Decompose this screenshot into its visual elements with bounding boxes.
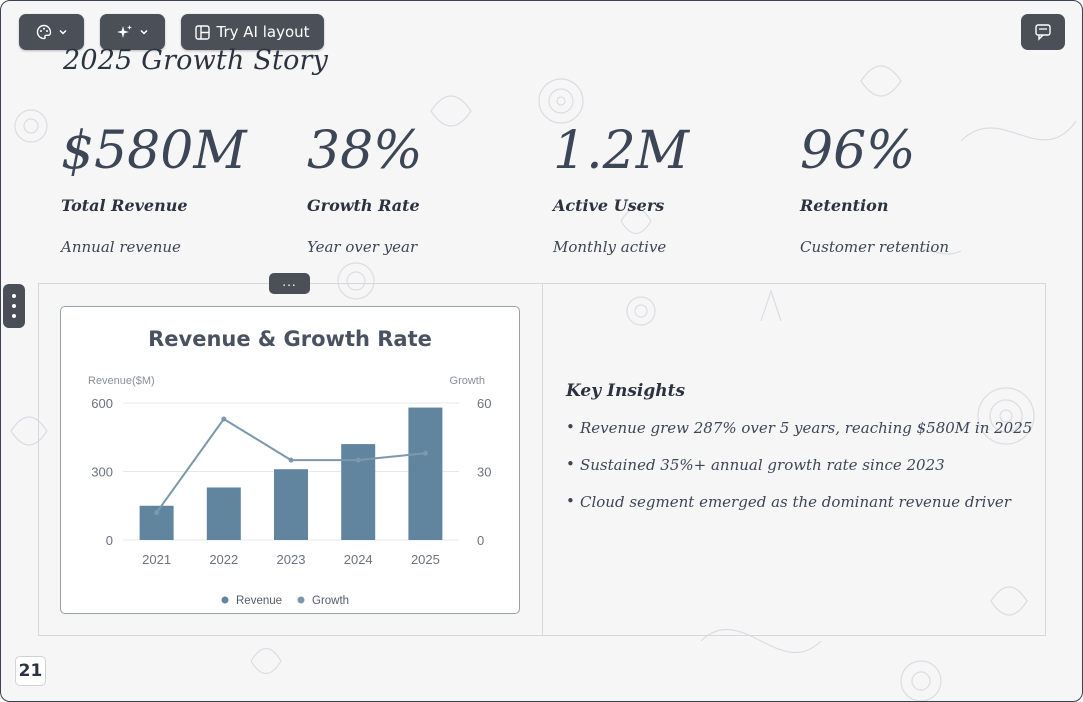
insight-item: Cloud segment emerged as the dominant re… — [566, 492, 1036, 511]
stat-active-users[interactable]: 1.2M Active Users Monthly active — [553, 111, 773, 256]
bar-revenue-2022 — [206, 487, 241, 540]
stat-label: Active Users — [553, 196, 665, 215]
comment-icon — [1035, 24, 1051, 41]
column-divider[interactable] — [542, 283, 543, 636]
palette-icon — [36, 24, 51, 40]
revenue-growth-chart: 0 300 600 0 30 60 Revenue($M) Growth 2021 2022 202… — [88, 375, 491, 607]
insight-item: Revenue grew 287% over 5 years, reaching… — [566, 418, 1036, 437]
stat-label: Growth Rate — [307, 196, 420, 215]
y-axis-label-right: Growth — [450, 375, 485, 387]
slide-title[interactable]: 2025 Growth Story — [63, 45, 329, 76]
y-tick-left: 300 — [91, 465, 113, 480]
y-axis-label-left: Revenue($M) — [88, 375, 155, 387]
stat-label: Retention — [800, 196, 889, 215]
y-tick-right: 60 — [477, 396, 491, 411]
stat-label: Total Revenue — [61, 196, 188, 215]
theme-menu-button[interactable] — [19, 14, 84, 50]
point-growth-2023 — [288, 457, 294, 463]
legend-label-growth: Growth — [312, 595, 349, 607]
insights-list: Revenue grew 287% over 5 years, reaching… — [566, 418, 1036, 511]
insights-heading: Key Insights — [566, 381, 686, 401]
try-ai-layout-button[interactable]: Try AI layout — [181, 14, 324, 50]
stat-retention[interactable]: 96% Retention Customer retention — [800, 111, 1020, 256]
stat-subtitle: Monthly active — [553, 238, 667, 256]
stat-value: 96% — [800, 121, 916, 181]
stat-value: 1.2M — [553, 121, 689, 181]
point-growth-2022 — [221, 416, 227, 422]
stat-total-revenue[interactable]: $580M Total Revenue Annual revenue — [61, 111, 281, 256]
x-tick-label: 2021 — [142, 552, 171, 567]
bar-revenue-2023 — [274, 469, 308, 540]
legend-swatch-growth — [297, 596, 305, 604]
chevron-down-icon — [139, 29, 148, 35]
stat-growth-rate[interactable]: 38% Growth Rate Year over year — [307, 111, 527, 256]
drag-handle-top[interactable]: ... — [269, 273, 310, 294]
y-tick-left: 600 — [91, 396, 113, 411]
key-insights[interactable]: Key Insights Revenue grew 287% over 5 ye… — [566, 381, 1036, 530]
x-tick-label: 2022 — [209, 552, 238, 567]
x-tick-label: 2024 — [344, 552, 373, 567]
legend-swatch-revenue — [221, 596, 229, 604]
bar-revenue-2025 — [408, 407, 443, 540]
x-tick-label: 2023 — [277, 552, 306, 567]
legend-label-revenue: Revenue — [236, 595, 282, 607]
chart-title: Revenue & Growth Rate — [148, 327, 432, 351]
point-growth-2025 — [422, 450, 428, 456]
point-growth-2021 — [154, 510, 160, 516]
page-number[interactable]: 21 — [15, 656, 46, 686]
stat-subtitle: Annual revenue — [61, 238, 181, 256]
stat-subtitle: Customer retention — [800, 238, 950, 256]
point-growth-2024 — [355, 457, 361, 463]
drag-handle-left[interactable] — [3, 284, 25, 328]
sparkles-icon — [116, 25, 132, 38]
x-tick-label: 2025 — [411, 552, 440, 567]
stat-subtitle: Year over year — [307, 238, 418, 256]
stat-value: $580M — [61, 121, 247, 181]
y-tick-right: 0 — [477, 533, 484, 548]
y-tick-left: 0 — [106, 533, 113, 548]
comment-button[interactable] — [1021, 14, 1065, 50]
try-ai-layout-label: Try AI layout — [216, 23, 310, 41]
layout-icon — [195, 24, 211, 40]
insight-item: Sustained 35%+ annual growth rate since … — [566, 455, 1036, 474]
ai-menu-button[interactable] — [100, 14, 165, 50]
y-tick-right: 30 — [477, 465, 491, 480]
chart-card[interactable]: Revenue & Growth Rate 0 300 600 0 30 60 Revenu… — [60, 306, 520, 614]
chevron-down-icon — [58, 29, 67, 35]
stat-value: 38% — [307, 121, 423, 181]
